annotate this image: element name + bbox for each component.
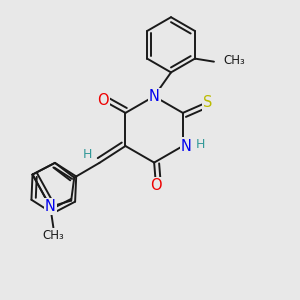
Text: H: H (196, 138, 205, 151)
Text: H: H (83, 148, 92, 161)
Text: S: S (203, 95, 212, 110)
Text: CH₃: CH₃ (43, 229, 64, 242)
Text: CH₃: CH₃ (223, 54, 245, 67)
Text: O: O (150, 178, 162, 193)
Text: N: N (149, 89, 160, 104)
Text: O: O (98, 93, 109, 108)
Text: N: N (181, 139, 192, 154)
Text: N: N (45, 199, 56, 214)
